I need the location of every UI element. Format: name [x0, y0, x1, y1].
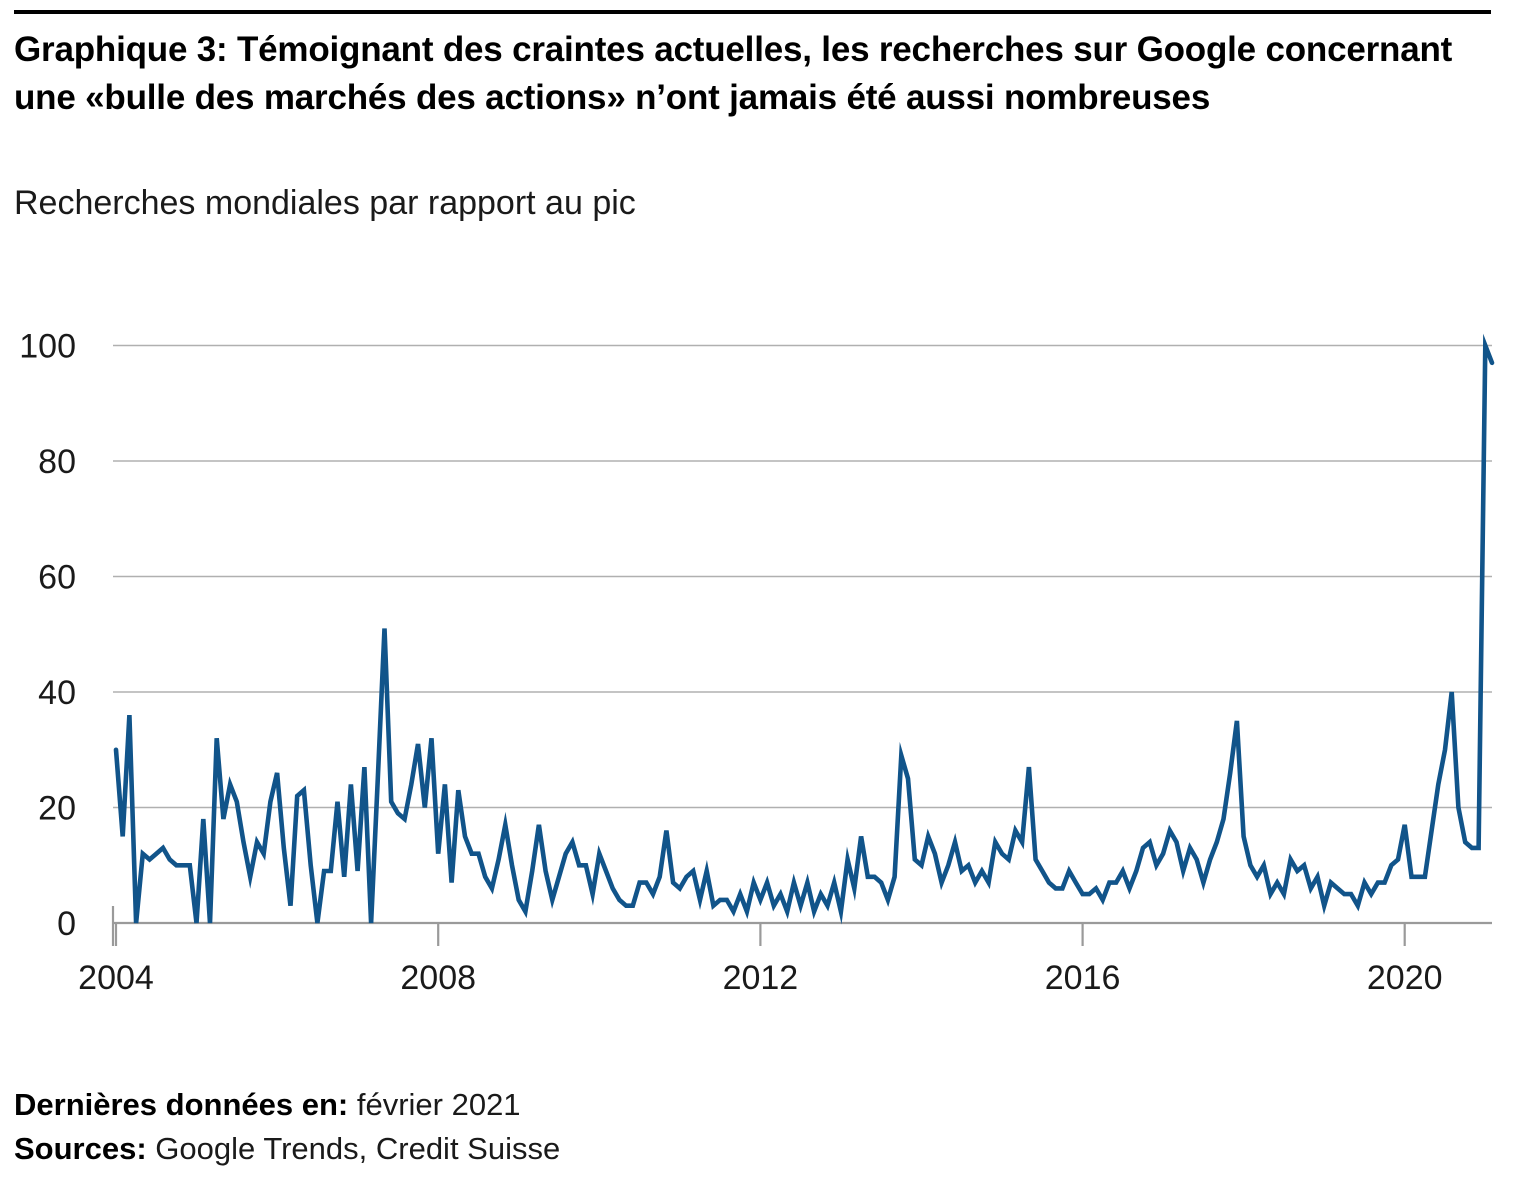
trend-line-chart: 0 20 40 60 80 100 2004 2008 2012 2016 2020 [19, 328, 1495, 997]
x-tick-label: 2012 [723, 959, 799, 997]
x-ticks-and-labels: 2004 2008 2012 2016 2020 [78, 906, 1443, 997]
page-title: Graphique 3: Témoignant des craintes act… [14, 30, 1453, 117]
chart-subtitle: Recherches mondiales par rapport au pic [14, 184, 636, 222]
x-tick-label: 2008 [400, 959, 476, 997]
y-tick-label: 40 [38, 674, 76, 712]
sources-label: Sources: [14, 1131, 147, 1166]
sources-value: Google Trends, Credit Suisse [155, 1131, 561, 1166]
y-tick-label: 100 [19, 328, 76, 366]
sources-line: Sources: Google Trends, Credit Suisse [14, 1127, 1414, 1171]
x-tick-label: 2020 [1367, 959, 1443, 997]
y-tick-label: 20 [38, 790, 76, 828]
top-rule [14, 10, 1491, 14]
trend-line [113, 333, 1495, 925]
last-data-label: Dernières données en: [14, 1087, 349, 1122]
last-data-line: Dernières données en: février 2021 [14, 1083, 1414, 1127]
footnotes: Dernières données en: février 2021 Sourc… [14, 1083, 1414, 1171]
x-tick-label: 2004 [78, 959, 154, 997]
y-grid-and-labels: 0 20 40 60 80 100 [19, 328, 1492, 943]
y-tick-label: 0 [57, 905, 76, 943]
x-tick-label: 2016 [1045, 959, 1121, 997]
y-tick-label: 60 [38, 559, 76, 597]
last-data-value: février 2021 [356, 1087, 521, 1122]
y-tick-label: 80 [38, 443, 76, 481]
